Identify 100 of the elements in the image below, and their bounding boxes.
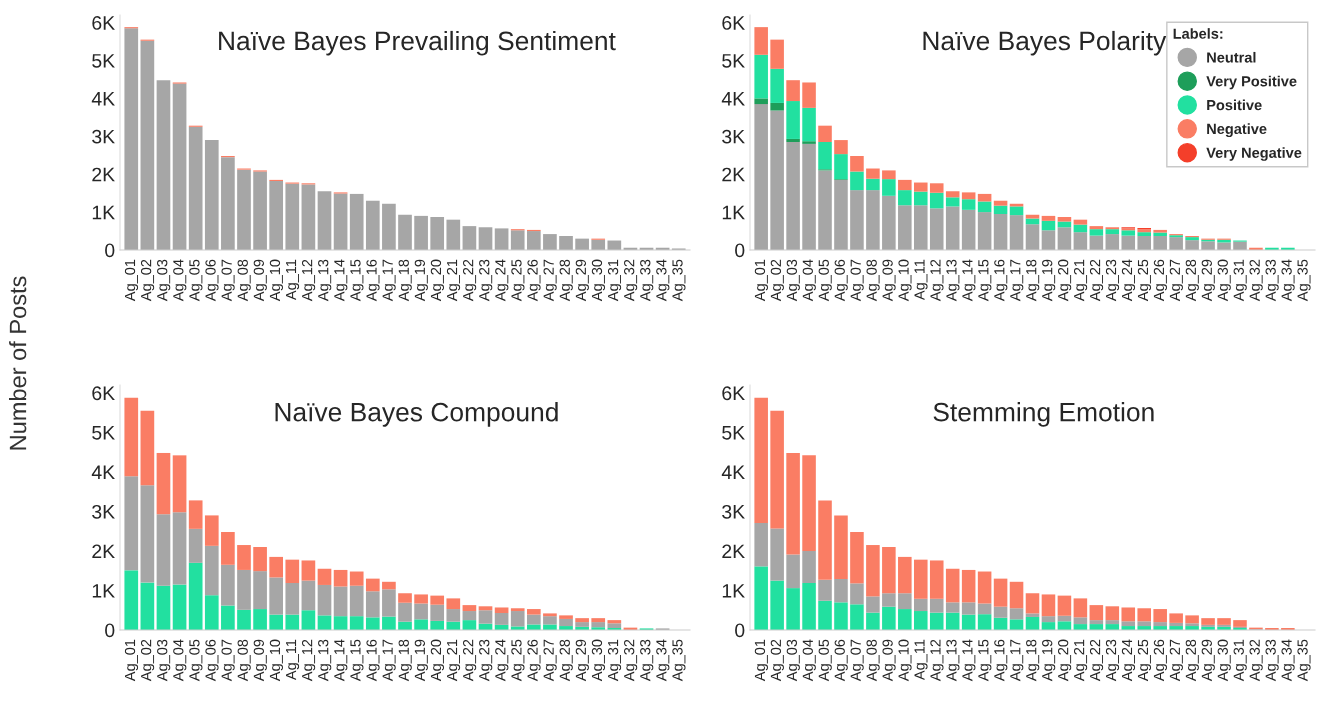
x-tick-label: Ag_11 [914, 259, 928, 301]
x-tick-label: Ag_13 [318, 259, 332, 302]
x-tick-label: Ag_19 [414, 639, 428, 682]
x-tick-label: Ag_29 [575, 639, 589, 682]
y-tick-label: 5K [722, 54, 745, 68]
x-tick-label: Ag_24 [1121, 259, 1136, 302]
y-tick-label: 5K [92, 426, 115, 440]
y-tick-label: 3K [722, 129, 745, 144]
x-tick-label: Ag_25 [1137, 259, 1152, 302]
x-tick-label: Ag_30 [1217, 259, 1231, 302]
x-tick-label: Ag_05 [818, 639, 832, 682]
x-tick-label: Ag_30 [591, 259, 606, 302]
x-tick-label: Ag_07 [850, 639, 864, 682]
x-tick-label: Ag_32 [1249, 259, 1263, 302]
x-tick-label: Ag_35 [672, 259, 686, 302]
x-tick-label: Ag_07 [221, 259, 235, 302]
x-tick-label: Ag_35 [1297, 259, 1311, 302]
y-tick-label: 2K [722, 544, 745, 559]
x-tick-label: Ag_10 [269, 259, 283, 302]
x-tick-label: Ag_14 [334, 639, 348, 682]
x-tick-label: Ag_23 [479, 259, 493, 302]
y-tick-label: 6K [92, 16, 115, 30]
x-tick-label: Ag_21 [446, 259, 461, 302]
x-tick-label: Ag_31 [607, 639, 622, 682]
x-tick-label: Ag_26 [1153, 639, 1167, 682]
x-tick-label: Ag_24 [495, 639, 509, 682]
text: Naïve Bayes Compound [275, 402, 558, 427]
x-tick-label: Ag_33 [1265, 259, 1279, 302]
x-tick-label: Ag_35 [1297, 639, 1311, 682]
x-tick-label: Ag_04 [802, 259, 816, 302]
x-tick-label: Ag_22 [1089, 639, 1104, 682]
x-tick-label: Ag_08 [237, 259, 251, 302]
x-tick-label: Ag_32 [624, 259, 638, 302]
x-tick-label: Ag_33 [1265, 639, 1279, 682]
x-tick-label: Ag_26 [1153, 259, 1167, 302]
y-tick-label: 1K [722, 584, 745, 598]
x-tick-label: Ag_27 [1169, 259, 1183, 302]
x-tick-label: Ag_19 [414, 259, 428, 302]
y-tick-label: 1K [92, 205, 115, 220]
x-tick-label: Ag_18 [398, 259, 412, 302]
x-tick-label: Ag_09 [882, 639, 896, 682]
x-tick-label: Ag_15 [350, 639, 364, 682]
x-tick-label: Ag_09 [882, 259, 896, 302]
y-tick-label: 4K [91, 92, 115, 106]
y-tick-label: 0 [735, 243, 745, 258]
x-tick-label: Ag_26 [527, 639, 541, 682]
x-tick-label: Ag_20 [1058, 259, 1072, 302]
x-tick-label: Ag_33 [640, 639, 654, 682]
x-tick-label: Ag_21 [1073, 259, 1088, 302]
x-tick-label: Ag_12 [930, 639, 944, 682]
x-tick-label: Ag_13 [318, 639, 332, 682]
x-tick-label: Ag_18 [1026, 259, 1040, 302]
x-tick-label: Ag_02 [770, 639, 784, 682]
y-tick-label: 6K [722, 386, 745, 401]
x-tick-label: Ag_15 [978, 639, 992, 682]
x-tick-label: Ag_03 [157, 259, 171, 302]
x-tick-label: Ag_05 [189, 639, 203, 682]
x-tick-label: Ag_04 [173, 639, 187, 682]
x-tick-label: Ag_34 [1281, 639, 1295, 682]
y-tick-label: 4K [91, 465, 115, 479]
y-tick-label: 0 [105, 623, 115, 638]
x-tick-label: Ag_23 [1105, 639, 1120, 682]
x-tick-label: Ag_27 [543, 639, 557, 682]
x-tick-label: Ag_07 [850, 259, 864, 302]
x-tick-label: Ag_16 [366, 639, 380, 682]
x-tick-label: Ag_01 [754, 639, 768, 682]
y-tick-label: 2K [722, 167, 745, 182]
x-tick-label: Ag_34 [656, 639, 670, 682]
x-tick-label: Ag_29 [1201, 639, 1215, 682]
y-tick-label: 2K [92, 544, 115, 559]
y-tick-label: 2K [92, 167, 115, 182]
x-tick-label: Ag_05 [818, 259, 832, 302]
x-tick-label: Ag_30 [591, 639, 606, 682]
x-tick-label: Ag_35 [672, 639, 686, 682]
y-tick-label: 4K [721, 92, 745, 106]
x-tick-label: Ag_06 [205, 639, 219, 682]
x-tick-label: Ag_25 [511, 259, 525, 302]
x-tick-label: Ag_27 [543, 259, 557, 302]
x-tick-label: Ag_02 [140, 259, 155, 302]
x-tick-label: Ag_07 [221, 639, 235, 682]
x-tick-label: Ag_34 [656, 259, 670, 302]
y-tick-label: 3K [92, 504, 115, 519]
y-tick-label: 6K [92, 386, 115, 401]
x-tick-label: Ag_14 [962, 259, 976, 302]
x-tick-label: Ag_01 [754, 259, 768, 302]
x-tick-label: Ag_28 [559, 639, 573, 682]
x-tick-label: Ag_15 [350, 259, 364, 302]
x-tick-label: Ag_23 [479, 639, 493, 682]
x-tick-label: Ag_15 [978, 259, 992, 302]
x-tick-label: Ag_23 [1105, 259, 1120, 302]
x-tick-label: Ag_11 [914, 639, 928, 681]
x-tick-label: Ag_05 [189, 259, 203, 302]
x-tick-label: Ag_09 [253, 259, 267, 302]
y-tick-label: 4K [721, 465, 745, 479]
x-tick-label: Ag_16 [994, 259, 1008, 302]
x-tick-label: Ag_13 [946, 639, 960, 682]
legend-title: Labels: [1173, 28, 1223, 39]
x-tick-label: Ag_29 [575, 259, 589, 302]
x-tick-label: Ag_17 [382, 639, 396, 682]
x-tick-label: Ag_03 [786, 259, 800, 302]
